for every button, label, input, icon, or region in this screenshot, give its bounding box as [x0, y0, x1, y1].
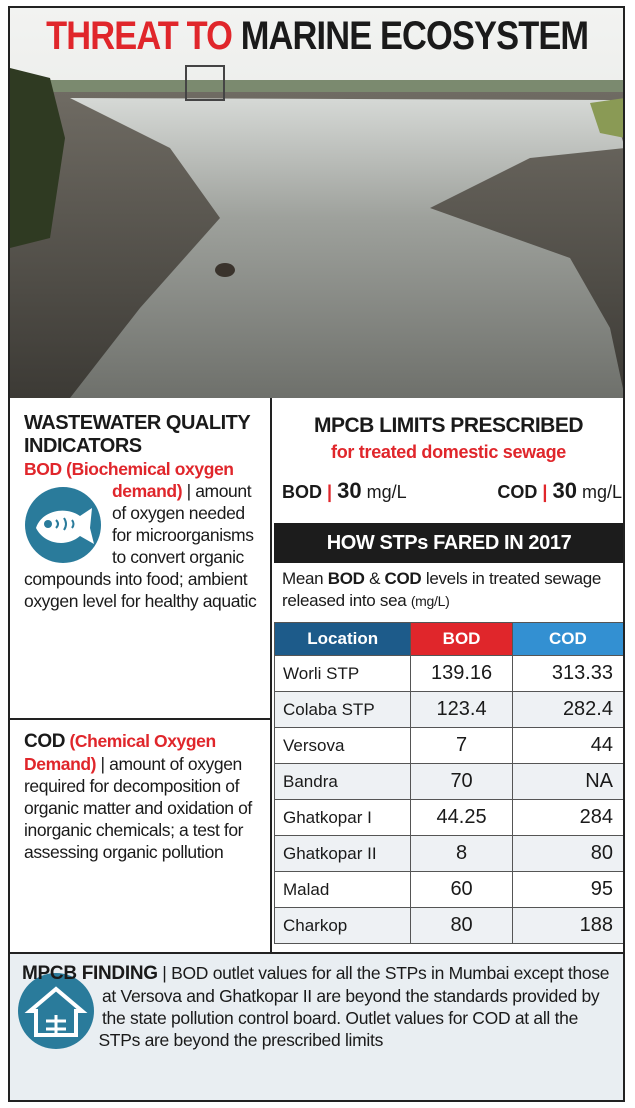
caption-part: COD: [384, 569, 422, 588]
limit-value: 30: [552, 478, 577, 503]
cod-description: amount of oxygen required for decomposit…: [24, 754, 252, 862]
title-red: THREAT TO: [46, 14, 233, 58]
caption-part: BOD: [327, 569, 365, 588]
location-cell: Ghatkopar I: [273, 799, 412, 836]
table-row: Charkop 80 188: [273, 907, 625, 944]
table-row: Worli STP 139.16 313.33: [273, 655, 625, 692]
separator: |: [100, 754, 106, 774]
table-row: Bandra 70 NA: [273, 763, 625, 800]
location-cell: Charkop: [273, 907, 412, 944]
limit-item: COD | 30 mg/L: [497, 478, 622, 504]
column-header: Location: [273, 622, 412, 656]
table-row: Ghatkopar II 8 80: [273, 835, 625, 872]
indicators-heading: WASTEWATER QUALITY INDICATORS: [24, 412, 250, 457]
value-cell: NA: [511, 763, 625, 800]
value-cell: 70: [410, 763, 513, 800]
value-cell: 8: [410, 835, 513, 872]
value-cell: 60: [410, 871, 513, 908]
value-cell: 284: [511, 799, 625, 836]
value-cell: 282.4: [511, 691, 625, 728]
limit-value: 30: [337, 478, 362, 503]
stp-table: Location BOD COD Worli STP 139.16 313.33 Colab…: [273, 622, 625, 944]
caption-part: (mg/L): [410, 593, 450, 609]
value-cell: 95: [511, 871, 625, 908]
fish-icon: [25, 487, 101, 563]
cod-term: COD: [24, 731, 66, 752]
limit-item: BOD | 30 mg/L: [282, 478, 407, 504]
divider: [10, 718, 272, 720]
finding-text: BOD outlet values for all the STPs in Mu…: [98, 963, 610, 1050]
finding: MPCB FINDING | BOD outlet values for all…: [18, 962, 620, 1052]
table-row: Versova 7 44: [273, 727, 625, 764]
caption-part: levels in treated sewage released into s…: [282, 569, 602, 610]
location-cell: Ghatkopar II: [273, 835, 412, 872]
house-icon: [18, 973, 94, 1049]
value-cell: 80: [410, 907, 513, 944]
limit-unit: mg/L: [581, 482, 622, 502]
title: THREAT TO MARINE ECOSYSTEM: [0, 14, 635, 59]
title-black: MARINE ECOSYSTEM: [241, 14, 589, 58]
finding-box: [10, 952, 625, 1100]
bod-block: BOD (Biochemical oxygen demand) | amount…: [10, 458, 270, 612]
frame: [8, 6, 625, 1102]
cod-block: COD (Chemical Oxygen Demand) | amount of…: [24, 730, 268, 863]
photo: [10, 8, 625, 398]
separator: |: [327, 482, 333, 502]
limit-label: COD: [497, 482, 538, 502]
limits-row: BOD | 30 mg/L COD | 30 mg/L: [282, 478, 622, 504]
location-cell: Versova: [273, 727, 412, 764]
location-cell: Colaba STP: [273, 691, 412, 728]
table-row: Ghatkopar I 44.25 284: [273, 799, 625, 836]
indicators: WASTEWATER QUALITY INDICATORS BOD (Bioch…: [10, 398, 272, 952]
value-cell: 44.25: [410, 799, 513, 836]
value-cell: 123.4: [410, 691, 513, 728]
caption-part: &: [364, 569, 385, 588]
separator: |: [186, 481, 192, 501]
caption-part: Mean: [282, 569, 328, 588]
cod-term-full: (Chemical Oxygen Demand): [24, 731, 216, 774]
table-row: Colaba STP 123.4 282.4: [273, 691, 625, 728]
value-cell: 44: [511, 727, 625, 764]
limits-heading: MPCB LIMITS PRESCRIBED: [313, 414, 584, 437]
value-cell: 139.16: [410, 655, 513, 692]
location-cell: Worli STP: [273, 655, 412, 692]
finding-heading: MPCB FINDING: [22, 963, 158, 984]
table-caption: Mean BOD & COD levels in treated sewage …: [282, 568, 622, 612]
limit-label: BOD: [282, 482, 322, 502]
separator: |: [542, 482, 548, 502]
value-cell: 188: [511, 907, 625, 944]
column-header: BOD: [410, 622, 513, 656]
limits-subheading: for treated domestic sewage: [331, 442, 566, 462]
value-cell: 313.33: [511, 655, 625, 692]
limit-unit: mg/L: [366, 482, 407, 502]
location-cell: Bandra: [273, 763, 412, 800]
bod-description: amount of oxygen needed for microorganis…: [24, 481, 257, 611]
separator: |: [162, 963, 167, 983]
bod-term: BOD (Biochemical oxygen demand): [24, 459, 234, 501]
table-title: HOW STPs FARED IN 2017: [274, 523, 624, 563]
